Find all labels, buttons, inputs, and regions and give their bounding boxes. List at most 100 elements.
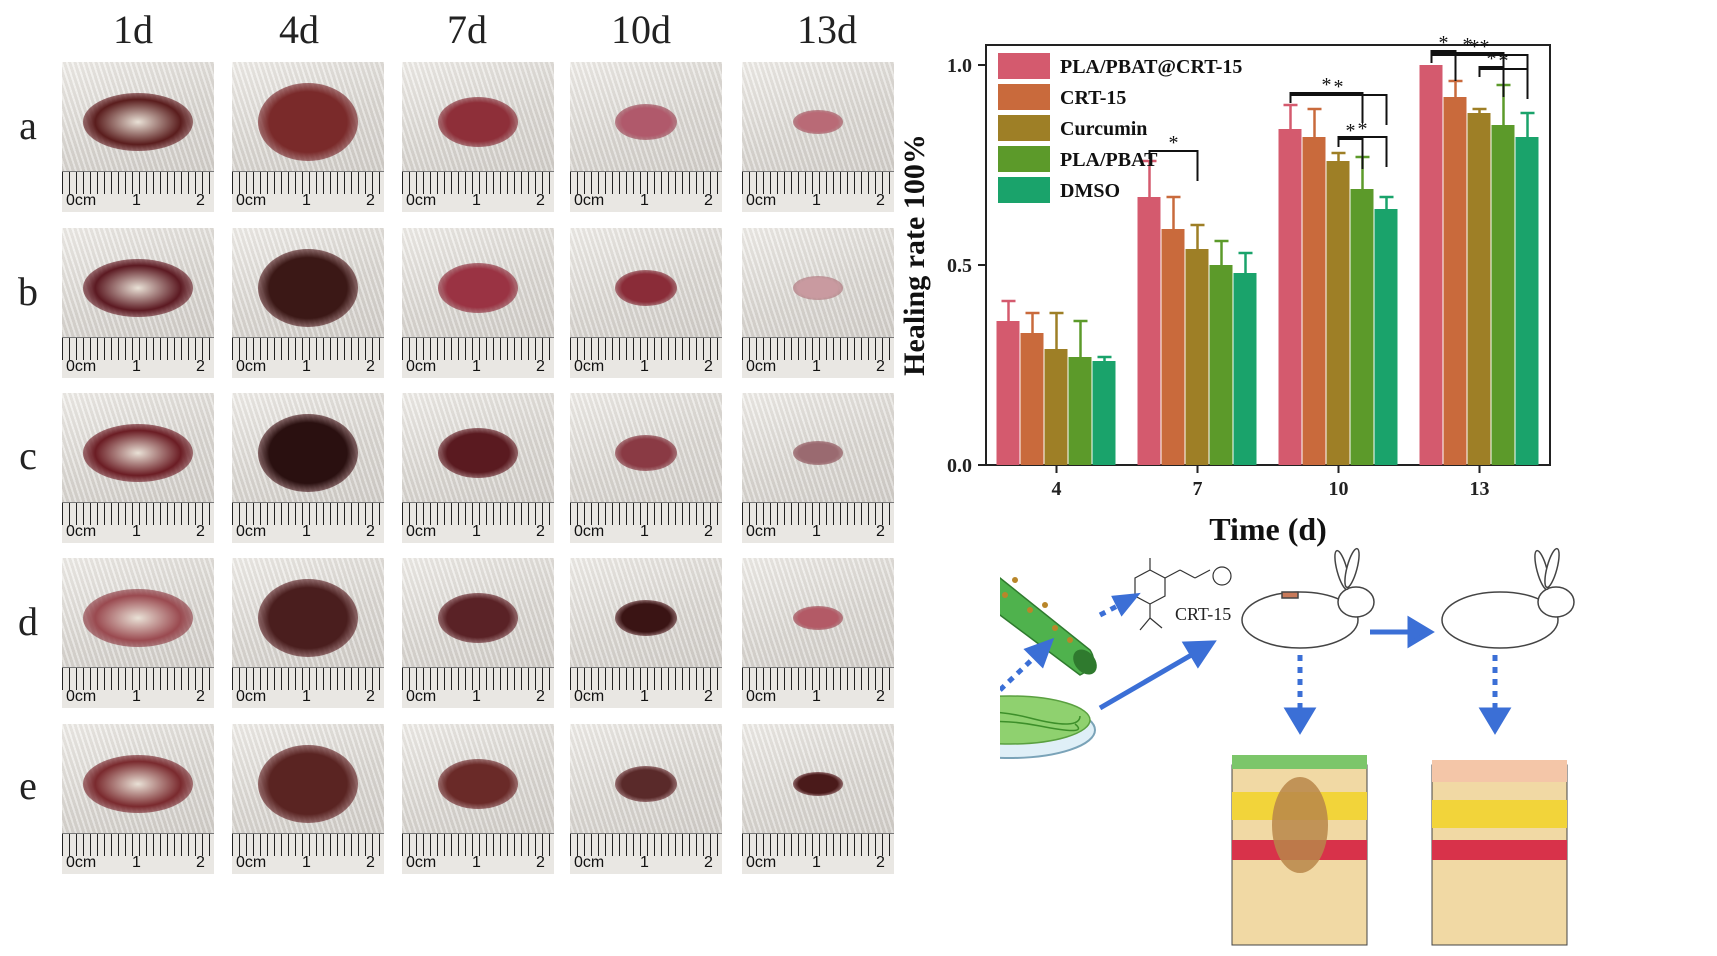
wound-area — [793, 772, 843, 796]
significance-star: * — [1334, 76, 1344, 98]
significance-bracket — [1289, 94, 1388, 125]
ruler-mark: 1 — [640, 854, 649, 871]
skin-section-healed — [1431, 760, 1568, 946]
ruler-mark: 2 — [366, 688, 375, 705]
skin-section-wound — [1231, 755, 1368, 946]
wound-area — [83, 424, 193, 482]
ruler-mark: 1 — [640, 523, 649, 540]
ruler-ticks — [402, 503, 554, 525]
ruler-mark: 2 — [536, 688, 545, 705]
significance-bracket — [1430, 50, 1457, 81]
ruler-mark: 2 — [196, 192, 205, 209]
ruler-ticks — [62, 668, 214, 690]
ruler-zero: 0cm — [746, 854, 777, 871]
bar-crt-15-13 — [1443, 97, 1467, 465]
wound-area — [83, 589, 193, 647]
ruler-zero: 0cm — [746, 523, 777, 540]
bar-pla-pbat-crt-15-10 — [1278, 129, 1302, 465]
significance-star: * — [1487, 48, 1497, 70]
ruler-mark: 2 — [366, 358, 375, 375]
ruler-mark: 1 — [472, 688, 481, 705]
ruler-ticks — [742, 172, 894, 194]
significance-star: * — [1169, 132, 1179, 154]
wound-area — [793, 606, 843, 630]
bar-pla-pbat-7 — [1209, 265, 1233, 465]
ruler-mark: 2 — [536, 523, 545, 540]
ruler-zero: 0cm — [746, 358, 777, 375]
x-tick-label: 10 — [1329, 478, 1349, 500]
ruler-ticks — [402, 834, 554, 856]
ruler-mark: 1 — [472, 854, 481, 871]
bar-pla-pbat-13 — [1491, 125, 1515, 465]
ruler-zero: 0cm — [746, 688, 777, 705]
significance-star: * — [1358, 118, 1368, 140]
wound-photo-e-13d: 0cm 1 2 — [742, 724, 894, 874]
ruler-mark: 2 — [536, 854, 545, 871]
schematic-illustration: CRT-15 — [1000, 547, 1575, 946]
wound-photo-b-10d: 0cm 1 2 — [570, 228, 722, 378]
ruler-mark: 1 — [302, 358, 311, 375]
wound-area — [793, 441, 843, 465]
ruler-ticks — [570, 503, 722, 525]
ruler: 0cm 1 2 — [742, 502, 894, 543]
ruler-mark: 2 — [704, 192, 713, 209]
plot-frame — [985, 44, 1551, 466]
ruler-ticks — [62, 172, 214, 194]
ruler-mark: 1 — [812, 358, 821, 375]
ruler-ticks — [570, 834, 722, 856]
ruler-mark: 1 — [472, 523, 481, 540]
ruler: 0cm 1 2 — [62, 502, 214, 543]
y-tick-label: 0.0 — [947, 455, 972, 477]
ruler-ticks — [742, 834, 894, 856]
legend-label: CRT-15 — [1060, 87, 1126, 109]
ruler-ticks — [62, 503, 214, 525]
x-axis-label: Time (d) — [1209, 511, 1327, 547]
ruler-mark: 1 — [640, 688, 649, 705]
ruler-mark: 2 — [876, 523, 885, 540]
ruler-ticks — [570, 172, 722, 194]
ruler: 0cm 1 2 — [232, 502, 384, 543]
legend-swatch — [998, 177, 1050, 203]
ruler-ticks — [402, 338, 554, 360]
ruler-mark: 2 — [704, 358, 713, 375]
ruler-mark: 1 — [812, 854, 821, 871]
ruler-mark: 2 — [366, 523, 375, 540]
wound-photo-d-10d: 0cm 1 2 — [570, 558, 722, 708]
bar-curcumin-13 — [1467, 113, 1491, 465]
ruler-ticks — [570, 668, 722, 690]
wound-area — [438, 428, 518, 478]
ruler-zero: 0cm — [66, 192, 97, 209]
ruler: 0cm 1 2 — [402, 337, 554, 378]
ruler-mark: 1 — [132, 688, 141, 705]
bar-pla-pbat-4 — [1068, 357, 1092, 465]
significance-star: * — [1463, 34, 1473, 56]
ruler-mark: 2 — [196, 523, 205, 540]
ruler-ticks — [62, 338, 214, 360]
bar-dmso-7 — [1233, 273, 1257, 465]
column-label-13d: 13d — [797, 7, 857, 52]
y-tick-label: 0.5 — [947, 255, 972, 277]
significance-bracket — [1337, 136, 1388, 167]
ruler-ticks — [232, 172, 384, 194]
row-label-e: e — [19, 763, 37, 808]
ruler: 0cm 1 2 — [232, 667, 384, 708]
wound-photo-c-1d: 0cm 1 2 — [62, 393, 214, 543]
wound-area — [615, 270, 677, 306]
legend-label: PLA/PBAT — [1060, 149, 1158, 171]
ruler: 0cm 1 2 — [62, 833, 214, 874]
ruler: 0cm 1 2 — [62, 667, 214, 708]
ruler: 0cm 1 2 — [402, 171, 554, 212]
ruler-ticks — [742, 668, 894, 690]
wound-area — [83, 755, 193, 813]
bar-dmso-4 — [1092, 361, 1116, 465]
ruler-zero: 0cm — [406, 192, 437, 209]
wound-area — [793, 110, 843, 134]
ruler: 0cm 1 2 — [62, 171, 214, 212]
ruler-zero: 0cm — [746, 192, 777, 209]
ruler: 0cm 1 2 — [232, 171, 384, 212]
ruler-zero: 0cm — [66, 854, 97, 871]
wound-photo-b-4d: 0cm 1 2 — [232, 228, 384, 378]
wound-photo-b-13d: 0cm 1 2 — [742, 228, 894, 378]
ruler-zero: 0cm — [236, 192, 267, 209]
significance-bracket — [1148, 150, 1199, 181]
